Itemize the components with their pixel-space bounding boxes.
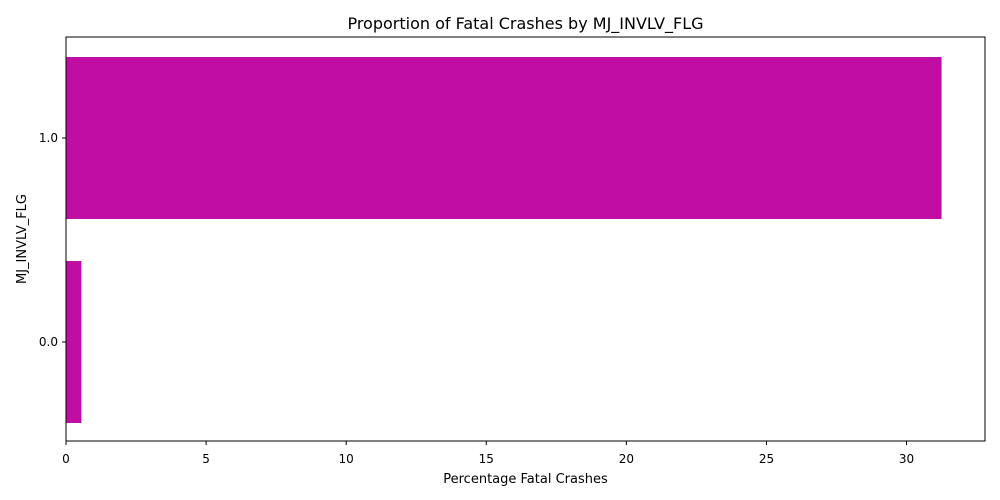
x-tick-label: 10	[339, 452, 354, 466]
x-ticks-group: 0 5 10 15 20 25 30	[62, 441, 914, 466]
y-ticks-group: 0.0 1.0	[39, 131, 66, 349]
chart-title: Proportion of Fatal Crashes by MJ_INVLV_…	[347, 14, 703, 34]
bar-1-0	[66, 57, 942, 219]
x-tick-label: 30	[899, 452, 914, 466]
x-tick-label: 20	[619, 452, 634, 466]
x-axis-label: Percentage Fatal Crashes	[443, 472, 608, 487]
y-axis-label: MJ_INVLV_FLG	[15, 194, 30, 284]
x-tick-label: 5	[202, 452, 210, 466]
x-tick-label: 0	[62, 452, 70, 466]
x-tick-label: 25	[759, 452, 774, 466]
plot-frame	[65, 36, 986, 442]
bars-group	[66, 57, 942, 423]
y-tick-label: 1.0	[39, 131, 58, 145]
bar-0-0	[66, 261, 82, 423]
x-tick-label: 15	[479, 452, 494, 466]
y-tick-label: 0.0	[39, 335, 58, 349]
